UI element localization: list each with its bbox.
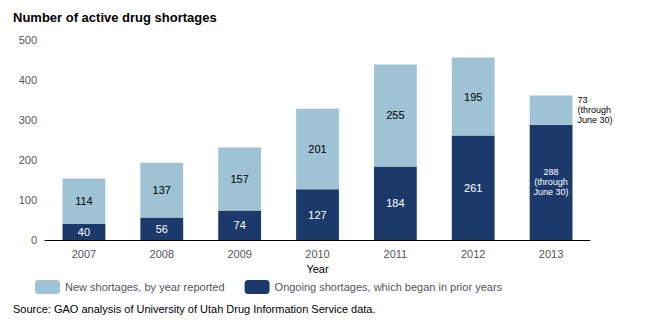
svg-text:40: 40 — [78, 226, 90, 238]
svg-text:June 30): June 30) — [534, 187, 569, 197]
svg-text:2007: 2007 — [72, 248, 96, 260]
svg-text:100: 100 — [19, 194, 37, 206]
svg-text:255: 255 — [386, 109, 404, 121]
svg-text:Ongoing shortages, which began: Ongoing shortages, which began in prior … — [275, 281, 503, 293]
svg-text:114: 114 — [75, 195, 93, 207]
svg-text:(through: (through — [577, 105, 611, 115]
svg-text:Year: Year — [306, 263, 329, 275]
svg-text:2010: 2010 — [305, 248, 329, 260]
svg-text:500: 500 — [19, 34, 37, 46]
svg-text:137: 137 — [153, 184, 171, 196]
svg-text:New shortages, by year reporte: New shortages, by year reported — [65, 281, 225, 293]
svg-text:200: 200 — [19, 154, 37, 166]
svg-text:300: 300 — [19, 114, 37, 126]
svg-text:195: 195 — [464, 91, 482, 103]
svg-text:(through: (through — [534, 177, 568, 187]
svg-text:2009: 2009 — [227, 248, 251, 260]
svg-text:0: 0 — [31, 234, 37, 246]
svg-text:56: 56 — [156, 223, 168, 235]
svg-text:400: 400 — [19, 74, 37, 86]
svg-text:184: 184 — [386, 197, 404, 209]
svg-text:288: 288 — [544, 167, 559, 177]
svg-text:2012: 2012 — [461, 248, 485, 260]
svg-text:261: 261 — [464, 182, 482, 194]
svg-text:2013: 2013 — [539, 248, 563, 260]
svg-text:157: 157 — [230, 173, 248, 185]
svg-text:74: 74 — [234, 219, 246, 231]
svg-text:June 30): June 30) — [577, 115, 612, 125]
svg-text:2008: 2008 — [150, 248, 174, 260]
svg-text:201: 201 — [308, 143, 326, 155]
svg-text:127: 127 — [308, 209, 326, 221]
svg-text:Number of active drug shortage: Number of active drug shortages — [13, 10, 217, 25]
svg-text:73: 73 — [577, 95, 587, 105]
svg-text:Source: GAO analysis of Univer: Source: GAO analysis of University of Ut… — [13, 303, 376, 315]
svg-text:2011: 2011 — [384, 248, 408, 260]
